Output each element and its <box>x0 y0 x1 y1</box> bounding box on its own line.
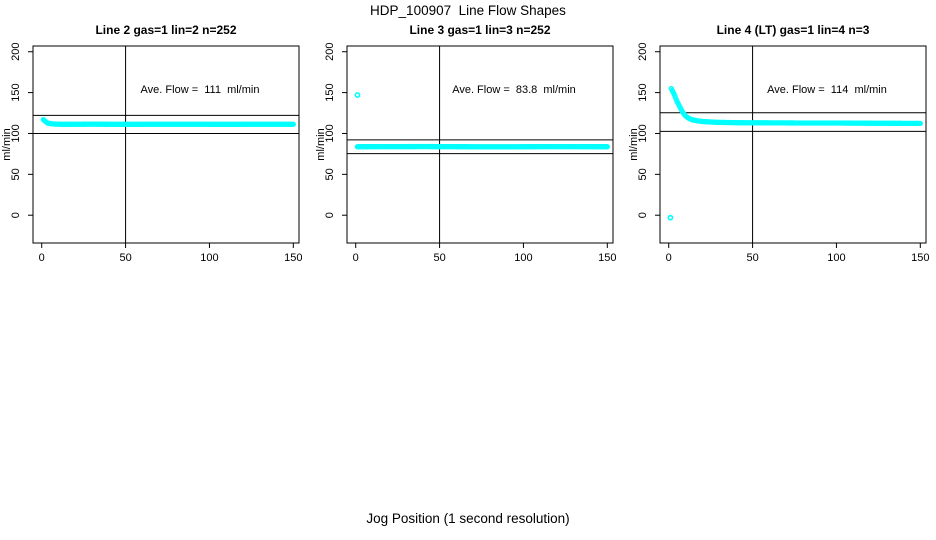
outlier-data-point <box>667 214 674 221</box>
flow-data-point <box>290 121 296 127</box>
ave-flow-annotation: Ave. Flow = 114 ml/min <box>767 84 887 96</box>
panel-line-2: Line 2 gas=1 lin=2 n=252 0 50 100 150 0 50 100… <box>0 0 312 280</box>
y-tick-label: 100 <box>10 124 22 142</box>
y-tick-label: 200 <box>10 43 22 61</box>
x-tick-label: 0 <box>353 252 359 264</box>
x-tick-label: 150 <box>598 252 616 264</box>
panel-line-4: Line 4 (LT) gas=1 lin=4 n=3 0 50 100 150 0 50… <box>627 0 936 280</box>
ave-flow-annotation: Ave. Flow = 83.8 ml/min <box>452 84 576 96</box>
flow-data-point <box>604 144 610 150</box>
y-axis-label: ml/min <box>315 128 327 160</box>
x-tick-label: 150 <box>911 252 929 264</box>
plot-box <box>32 45 300 244</box>
panel-title: Line 2 gas=1 lin=2 n=252 <box>95 23 237 37</box>
scatter-plot: 0 50 100 150 0 50 100 150 200 ml/min <box>315 43 616 264</box>
panel-title: Line 3 gas=1 lin=3 n=252 <box>409 23 551 37</box>
x-tick-label: 0 <box>666 252 672 264</box>
scatter-plot: 0 50 100 150 0 50 100 150 200 ml/min <box>1 43 302 264</box>
x-tick-label: 100 <box>514 252 532 264</box>
y-tick-label: 150 <box>10 83 22 101</box>
flow-data-point <box>917 120 923 127</box>
y-tick-label: 200 <box>637 43 649 61</box>
y-tick-label: 150 <box>324 83 336 101</box>
y-tick-label: 0 <box>637 212 649 218</box>
y-axis-label: ml/min <box>1 128 13 160</box>
y-axis-label: ml/min <box>628 128 640 160</box>
y-tick-label: 50 <box>637 168 649 180</box>
y-tick-label: 50 <box>324 168 336 180</box>
x-tick-label: 100 <box>827 252 845 264</box>
y-tick-label: 50 <box>10 168 22 180</box>
x-axis-label: Jog Position (1 second resolution) <box>366 511 570 526</box>
panel-line-3: Line 3 gas=1 lin=3 n=252 0 50 100 150 0 50 100… <box>314 0 626 280</box>
x-tick-label: 100 <box>200 252 218 264</box>
x-tick-label: 150 <box>284 252 302 264</box>
plot-box <box>659 45 927 244</box>
x-tick-label: 0 <box>39 252 45 264</box>
figure-title: HDP_100907 Line Flow Shapes <box>370 3 566 18</box>
y-tick-label: 200 <box>324 43 336 61</box>
y-tick-label: 150 <box>637 83 649 101</box>
scatter-plot: 0 50 100 150 0 50 100 150 200 ml/min <box>628 43 929 264</box>
outlier-data-point <box>354 92 361 98</box>
y-tick-label: 100 <box>637 124 649 142</box>
x-tick-label: 50 <box>746 252 758 264</box>
ave-flow-annotation: Ave. Flow = 111 ml/min <box>140 84 260 96</box>
plot-box <box>346 45 614 244</box>
y-tick-label: 100 <box>324 124 336 142</box>
x-tick-label: 50 <box>119 252 131 264</box>
y-tick-label: 0 <box>324 212 336 218</box>
y-tick-label: 0 <box>10 212 22 218</box>
panel-title: Line 4 (LT) gas=1 lin=4 n=3 <box>716 23 870 37</box>
x-tick-label: 50 <box>433 252 445 264</box>
